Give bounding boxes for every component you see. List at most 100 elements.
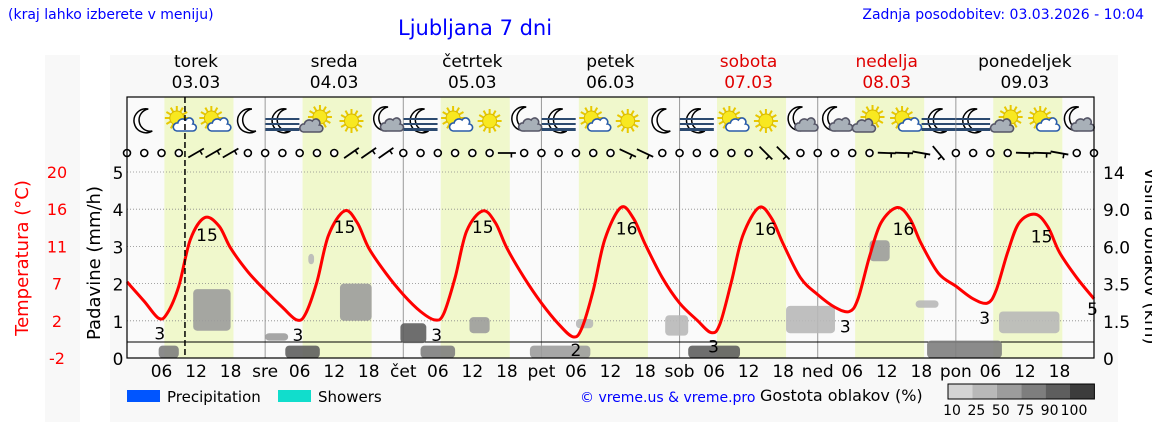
cloud-density-level: 25 — [967, 403, 985, 419]
moon-cloud-icon — [511, 106, 543, 132]
sun-ray — [482, 126, 487, 132]
fog-line — [541, 128, 576, 131]
sun-ray — [340, 114, 346, 119]
fog-line — [403, 118, 438, 120]
day-date: 08.03 — [862, 73, 912, 93]
sun-ray — [482, 110, 487, 116]
temperature-value-label: 16 — [616, 220, 638, 240]
fog-line — [921, 128, 956, 131]
copyright-link[interactable]: © vreme.us & vreme.pro — [580, 390, 755, 406]
location-hint: (kraj lahko izberete v meniju) — [8, 7, 214, 23]
hour-tick: 12 — [185, 362, 207, 382]
day-header: četrtek 05.03 — [403, 52, 541, 94]
fog-line — [679, 123, 714, 125]
day-name: torek — [174, 52, 218, 72]
temperature-tick: 16 — [47, 200, 67, 219]
cloud-density-level: 10 — [943, 403, 961, 419]
sun-ray — [1003, 106, 1009, 112]
wind-calm-icon — [157, 148, 166, 158]
wind-calm-icon — [260, 148, 270, 158]
wind-barb-icon — [619, 148, 637, 160]
sun-ray — [1029, 111, 1035, 116]
moon-icon — [133, 108, 153, 134]
temperature-tick: -2 — [49, 349, 65, 368]
wind-calm-icon — [709, 148, 719, 158]
wind-calm-icon — [658, 148, 667, 158]
sun-ray — [200, 120, 206, 125]
sun-ray — [895, 107, 900, 113]
cloud-patch — [688, 345, 741, 358]
day-date: 07.03 — [724, 73, 773, 93]
temperature-value-label: 16 — [893, 220, 915, 240]
cloud-patch — [158, 345, 179, 358]
cloud-height-tick: 6.0 — [1103, 238, 1130, 258]
cloud-patch — [400, 323, 427, 344]
wind-barb-tick — [216, 150, 221, 156]
hour-tick: 06 — [980, 362, 1002, 382]
sun-ray — [580, 120, 586, 125]
hour-tick: 18 — [220, 362, 242, 382]
cloud-patch — [999, 311, 1060, 334]
wind-calm-icon — [796, 148, 805, 158]
cloud-shape — [989, 118, 1015, 133]
hour-tick: 06 — [565, 362, 587, 382]
wind-barb-tick — [782, 155, 787, 160]
cloud-patch — [469, 317, 490, 334]
wind-calm-icon — [744, 148, 753, 158]
wind-barb-icon — [1015, 151, 1034, 158]
temperature-value-label: 5 — [1087, 300, 1098, 320]
temperature-value-label: 2 — [571, 341, 582, 361]
wind-barb-icon — [636, 148, 654, 160]
wind-barb-tick — [199, 150, 203, 156]
sun-ray — [313, 106, 318, 112]
cloud-shape — [379, 117, 405, 132]
last-updated: Zadnja posodobitev: 03.03.2026 - 10:04 — [862, 7, 1144, 23]
fog-line — [541, 118, 576, 120]
temperature-value-label: 3 — [293, 326, 304, 346]
sun-ray — [718, 111, 724, 116]
sun-cloud-icon — [579, 106, 612, 132]
cloud-height-tick: 1.5 — [1103, 313, 1130, 333]
hour-tick: 12 — [323, 362, 345, 382]
wind-barb-staff — [932, 145, 946, 161]
cloud-patch — [869, 240, 890, 262]
wind-barb-staff — [1015, 151, 1034, 155]
sun-grey-cloud-icon — [989, 105, 1023, 133]
wind-barb-tick — [924, 153, 927, 159]
fog-moon-icon — [541, 108, 576, 134]
fog-line — [956, 118, 991, 120]
fog-line — [921, 118, 956, 120]
sun-disc — [343, 113, 359, 129]
sun-ray — [455, 107, 460, 113]
wind-barb-icon — [932, 145, 946, 161]
sun-ray — [213, 107, 219, 113]
hour-tick: 06 — [151, 362, 173, 382]
fog-moon-icon — [956, 108, 991, 134]
sun-ray — [357, 123, 363, 128]
sun-ray — [768, 110, 773, 116]
moon-cloud-icon — [373, 106, 405, 132]
hour-tick: 12 — [600, 362, 622, 382]
sun-ray — [771, 123, 777, 128]
wind-barb-staff — [776, 145, 791, 161]
temperature-value-label: 15 — [334, 218, 356, 238]
wind-calm-icon — [1003, 148, 1012, 158]
wind-barb-staff — [636, 148, 654, 158]
cloud-density-swatch — [1070, 384, 1095, 399]
wind-barb-staff — [912, 150, 931, 156]
wind-barb-icon — [1050, 150, 1069, 159]
sun-ray — [344, 126, 349, 132]
temperature-axis-label: Temperatura (°C) — [12, 180, 33, 337]
sun-ray — [169, 123, 175, 129]
moon-shape — [962, 108, 982, 134]
cloud-patch — [927, 340, 1002, 358]
sun-cloud-icon — [717, 106, 750, 132]
wind-barb-tick — [765, 155, 770, 160]
legend-showers-label: Showers — [318, 388, 382, 406]
temperature-value-label: 3 — [431, 326, 442, 346]
wind-calm-icon — [968, 148, 978, 158]
day-date: 05.03 — [447, 73, 497, 93]
day-header: ponedeljek 09.03 — [956, 52, 1094, 94]
fog-line — [541, 123, 576, 125]
